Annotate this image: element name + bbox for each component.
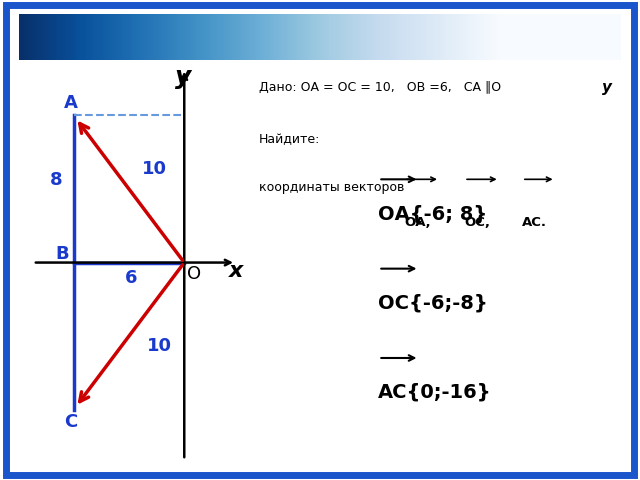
Text: 6: 6: [125, 269, 138, 287]
Text: ОС{-6;-8}: ОС{-6;-8}: [378, 294, 488, 312]
Text: B: B: [55, 245, 68, 263]
Text: A: A: [64, 94, 78, 111]
Text: y: y: [602, 80, 612, 95]
Text: C: C: [64, 413, 77, 431]
Text: координаты векторов: координаты векторов: [259, 181, 404, 194]
Text: O: O: [187, 265, 201, 283]
Text: АС{0;-16}: АС{0;-16}: [378, 383, 492, 402]
Text: ОА{-6; 8}: ОА{-6; 8}: [378, 204, 488, 223]
Text: 10: 10: [147, 337, 172, 355]
Text: 8: 8: [49, 171, 62, 189]
Text: АС.: АС.: [522, 216, 547, 229]
Text: 10: 10: [142, 160, 167, 178]
Text: x: x: [228, 261, 243, 281]
Text: Дано: ОА = ОС = 10,   ОВ =6,   СА ∥О: Дано: ОА = ОС = 10, ОВ =6, СА ∥О: [259, 80, 501, 93]
Text: ОС,: ОС,: [464, 216, 490, 229]
Text: Найдите:: Найдите:: [259, 132, 321, 145]
Text: y: y: [175, 65, 191, 89]
Text: ОА,: ОА,: [404, 216, 431, 229]
